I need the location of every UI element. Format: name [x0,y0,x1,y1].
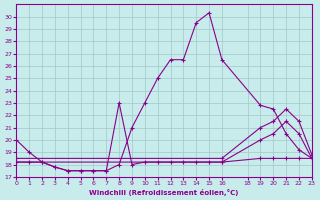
X-axis label: Windchill (Refroidissement éolien,°C): Windchill (Refroidissement éolien,°C) [89,189,239,196]
